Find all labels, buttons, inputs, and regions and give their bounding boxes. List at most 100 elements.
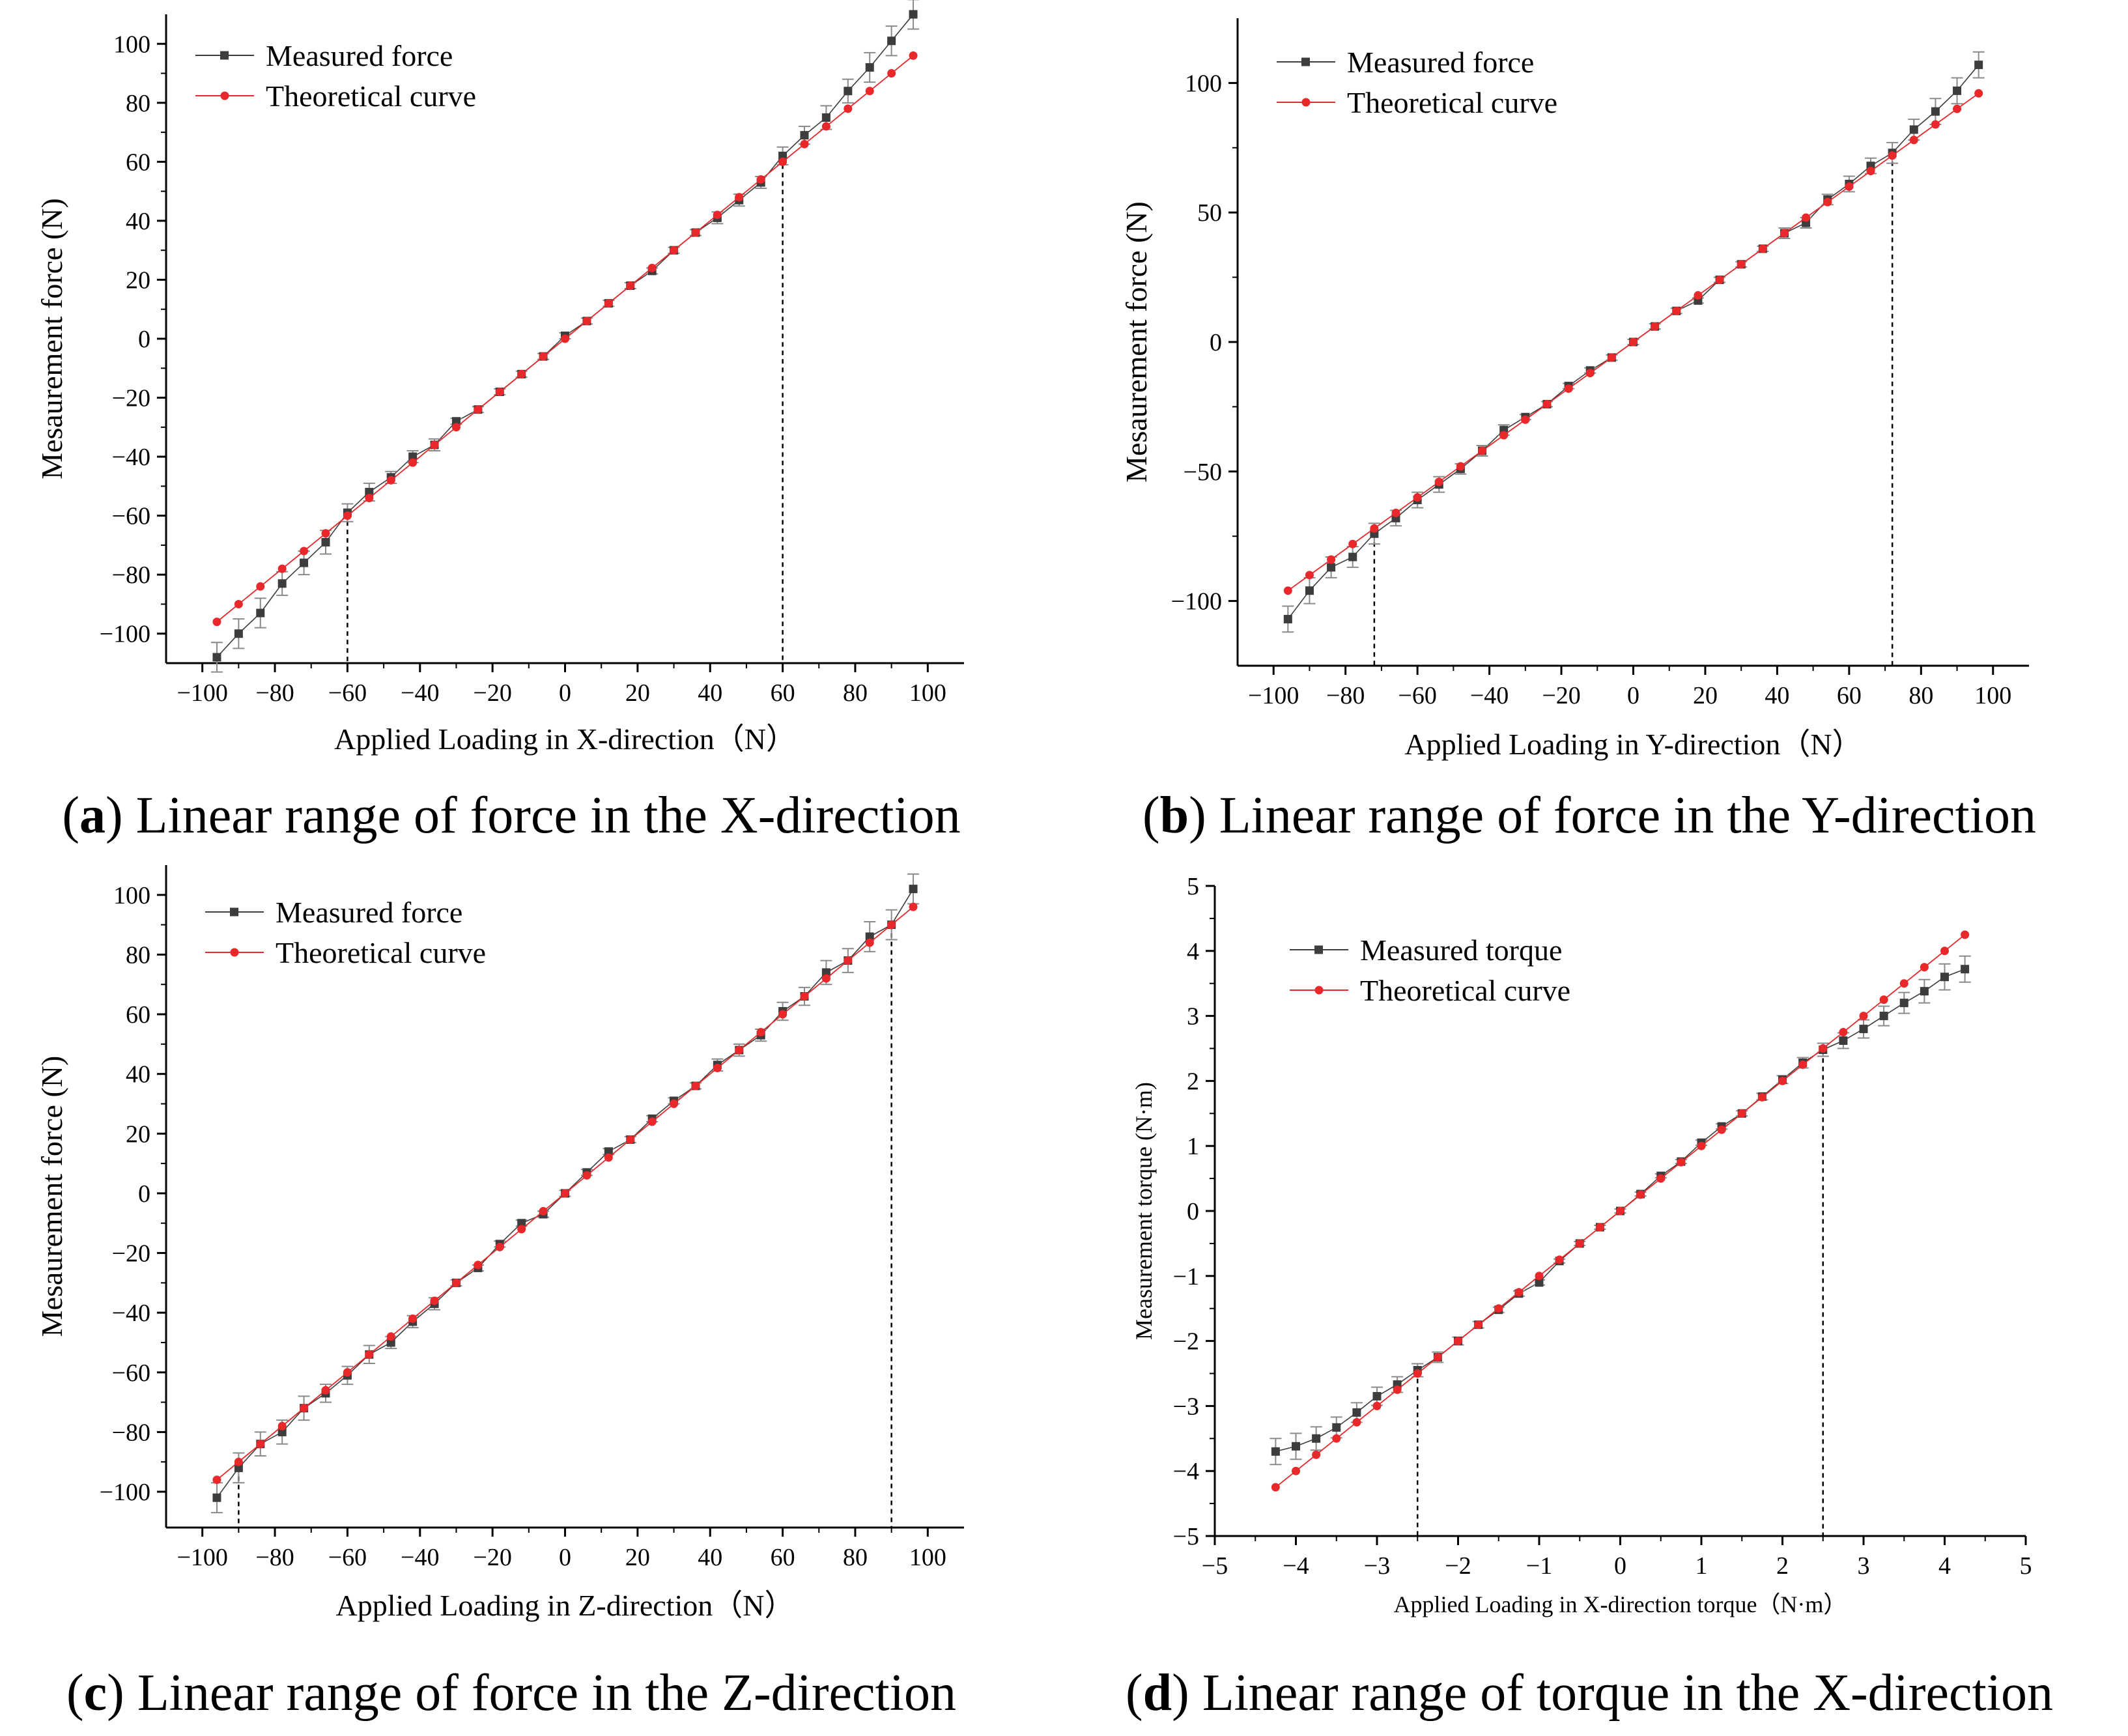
y-tick-label: 40: [126, 1061, 150, 1089]
measured-point: [800, 131, 809, 140]
theoretical-point: [735, 193, 744, 202]
theoretical-point: [604, 299, 613, 308]
y-tick-label: 20: [126, 266, 150, 294]
y-tick-label: −3: [1173, 1393, 1199, 1420]
measured-point: [1931, 107, 1940, 116]
legend-marker: [230, 907, 238, 917]
theoretical-point: [1413, 493, 1422, 502]
theoretical-point: [691, 1081, 700, 1090]
theoretical-point: [821, 974, 830, 983]
measured-point: [386, 1338, 395, 1347]
x-tick-label: −2: [1445, 1552, 1471, 1580]
y-axis-label: Mesaurement force (N): [35, 1056, 68, 1337]
panel-c: −100 −80 −60 −40 −20 0 20 40 60 80 100 −100 −80 −60 −4…: [35, 865, 964, 1722]
measured-point: [1312, 1434, 1321, 1443]
theoretical-point: [1372, 1401, 1382, 1410]
theoretical-point: [1292, 1466, 1300, 1475]
y-axis-label: Measurement torque (N·m): [1131, 1082, 1157, 1340]
theoretical-point: [1514, 1288, 1524, 1297]
theoretical-point: [1672, 306, 1681, 315]
y-tick-label: −50: [1184, 459, 1222, 486]
theoretical-point: [1391, 508, 1400, 517]
theoretical-point: [1478, 446, 1487, 455]
y-tick-label: −100: [100, 621, 150, 648]
x-tick-label: 40: [698, 1544, 722, 1571]
theoretical-point: [277, 1421, 287, 1430]
y-tick-label: 3: [1187, 1003, 1199, 1031]
theoretical-point: [1352, 1417, 1361, 1427]
caption-c-text: Linear range of force in the Z-direction: [124, 1664, 956, 1722]
theoretical-point: [1283, 586, 1292, 595]
y-tick-label: 0: [138, 1180, 150, 1208]
y-tick-label: 80: [126, 90, 150, 117]
theoretical-point: [1737, 1109, 1746, 1118]
x-tick-label: −80: [255, 1544, 294, 1571]
x-tick-label: −100: [1248, 682, 1299, 709]
theoretical-point: [517, 369, 526, 378]
theoretical-point: [1845, 182, 1854, 191]
y-tick-label: 0: [138, 326, 150, 353]
x-tick-label: 100: [909, 1544, 946, 1571]
theoretical-point: [343, 511, 352, 520]
x-tick-label: −40: [401, 1544, 439, 1571]
y-tick-label: 0: [1210, 329, 1222, 356]
measured-point: [365, 487, 374, 496]
y-tick-label: 50: [1197, 199, 1222, 227]
legend-label: Measured torque: [1360, 933, 1562, 967]
theoretical-point: [1629, 337, 1638, 347]
theoretical-point: [1370, 524, 1379, 533]
x-tick-label: −5: [1202, 1552, 1228, 1580]
x-tick-label: 100: [909, 679, 946, 707]
measured-point: [1292, 1442, 1300, 1451]
x-tick-label: 0: [559, 679, 571, 707]
legend-label: Measured force: [266, 39, 453, 72]
theoretical-point: [647, 1117, 657, 1126]
theoretical-point: [1474, 1320, 1483, 1330]
theoretical-point: [626, 1135, 635, 1144]
measured-point: [300, 558, 309, 567]
legend-label: Measured force: [276, 896, 462, 929]
theoretical-point: [430, 440, 439, 449]
measured-point: [1859, 1025, 1868, 1034]
x-tick-label: 1: [1695, 1552, 1708, 1580]
y-tick-label: 4: [1187, 938, 1199, 965]
theoretical-point: [647, 263, 657, 272]
caption-d-letter: d: [1143, 1664, 1172, 1722]
theoretical-point: [300, 1404, 309, 1413]
y-tick-label: 20: [126, 1120, 150, 1148]
theoretical-point: [778, 1010, 787, 1019]
theoretical-point: [1798, 1060, 1808, 1069]
panel-d: −5 −4 −3 −2 −1 0 1 2 3 4 5 −5 −4 −3 −2 −1 0 1 2 3 4 5 Applied …: [1126, 873, 2053, 1722]
x-tick-label: 20: [625, 679, 650, 707]
legend-label: Measured force: [1347, 46, 1534, 79]
theoretical-point: [1931, 120, 1940, 129]
theoretical-point: [626, 281, 635, 291]
measured-point: [1909, 125, 1918, 134]
x-tick-label: 40: [1765, 682, 1789, 709]
theoretical-point: [1542, 399, 1552, 408]
chart-force-y: −100 −80 −60 −40 −20 0 20 40 60 80 100 −100 −50 0 50 10…: [1120, 18, 2029, 761]
x-tick-label: −3: [1364, 1552, 1390, 1580]
theoretical-point: [386, 1332, 395, 1341]
y-tick-label: 60: [126, 1001, 150, 1029]
theoretical-point: [561, 334, 569, 343]
theoretical-point: [1879, 995, 1888, 1004]
theoretical-point: [321, 529, 330, 538]
caption-a-letter: a: [79, 787, 106, 844]
theoretical-point: [256, 582, 265, 591]
measured-point: [1535, 1278, 1544, 1287]
legend-label: Theoretical curve: [1347, 86, 1557, 119]
measured-point: [408, 452, 418, 461]
x-tick-label: 60: [771, 1544, 795, 1571]
x-tick-label: 80: [843, 679, 868, 707]
legend-marker: [1314, 986, 1324, 995]
theoretical-point: [1636, 1190, 1645, 1199]
theoretical-point: [343, 1368, 352, 1377]
chart-force-x: −100 −80 −60 −40 −20 0 20 40 60 80 100 −100 −80 −60 −4…: [35, 0, 964, 756]
x-tick-label: 60: [1837, 682, 1862, 709]
theoretical-point: [582, 317, 591, 326]
measured-point: [234, 1463, 243, 1472]
theoretical-point: [495, 1242, 504, 1251]
measured-point: [234, 629, 243, 638]
theoretical-point: [474, 405, 483, 414]
